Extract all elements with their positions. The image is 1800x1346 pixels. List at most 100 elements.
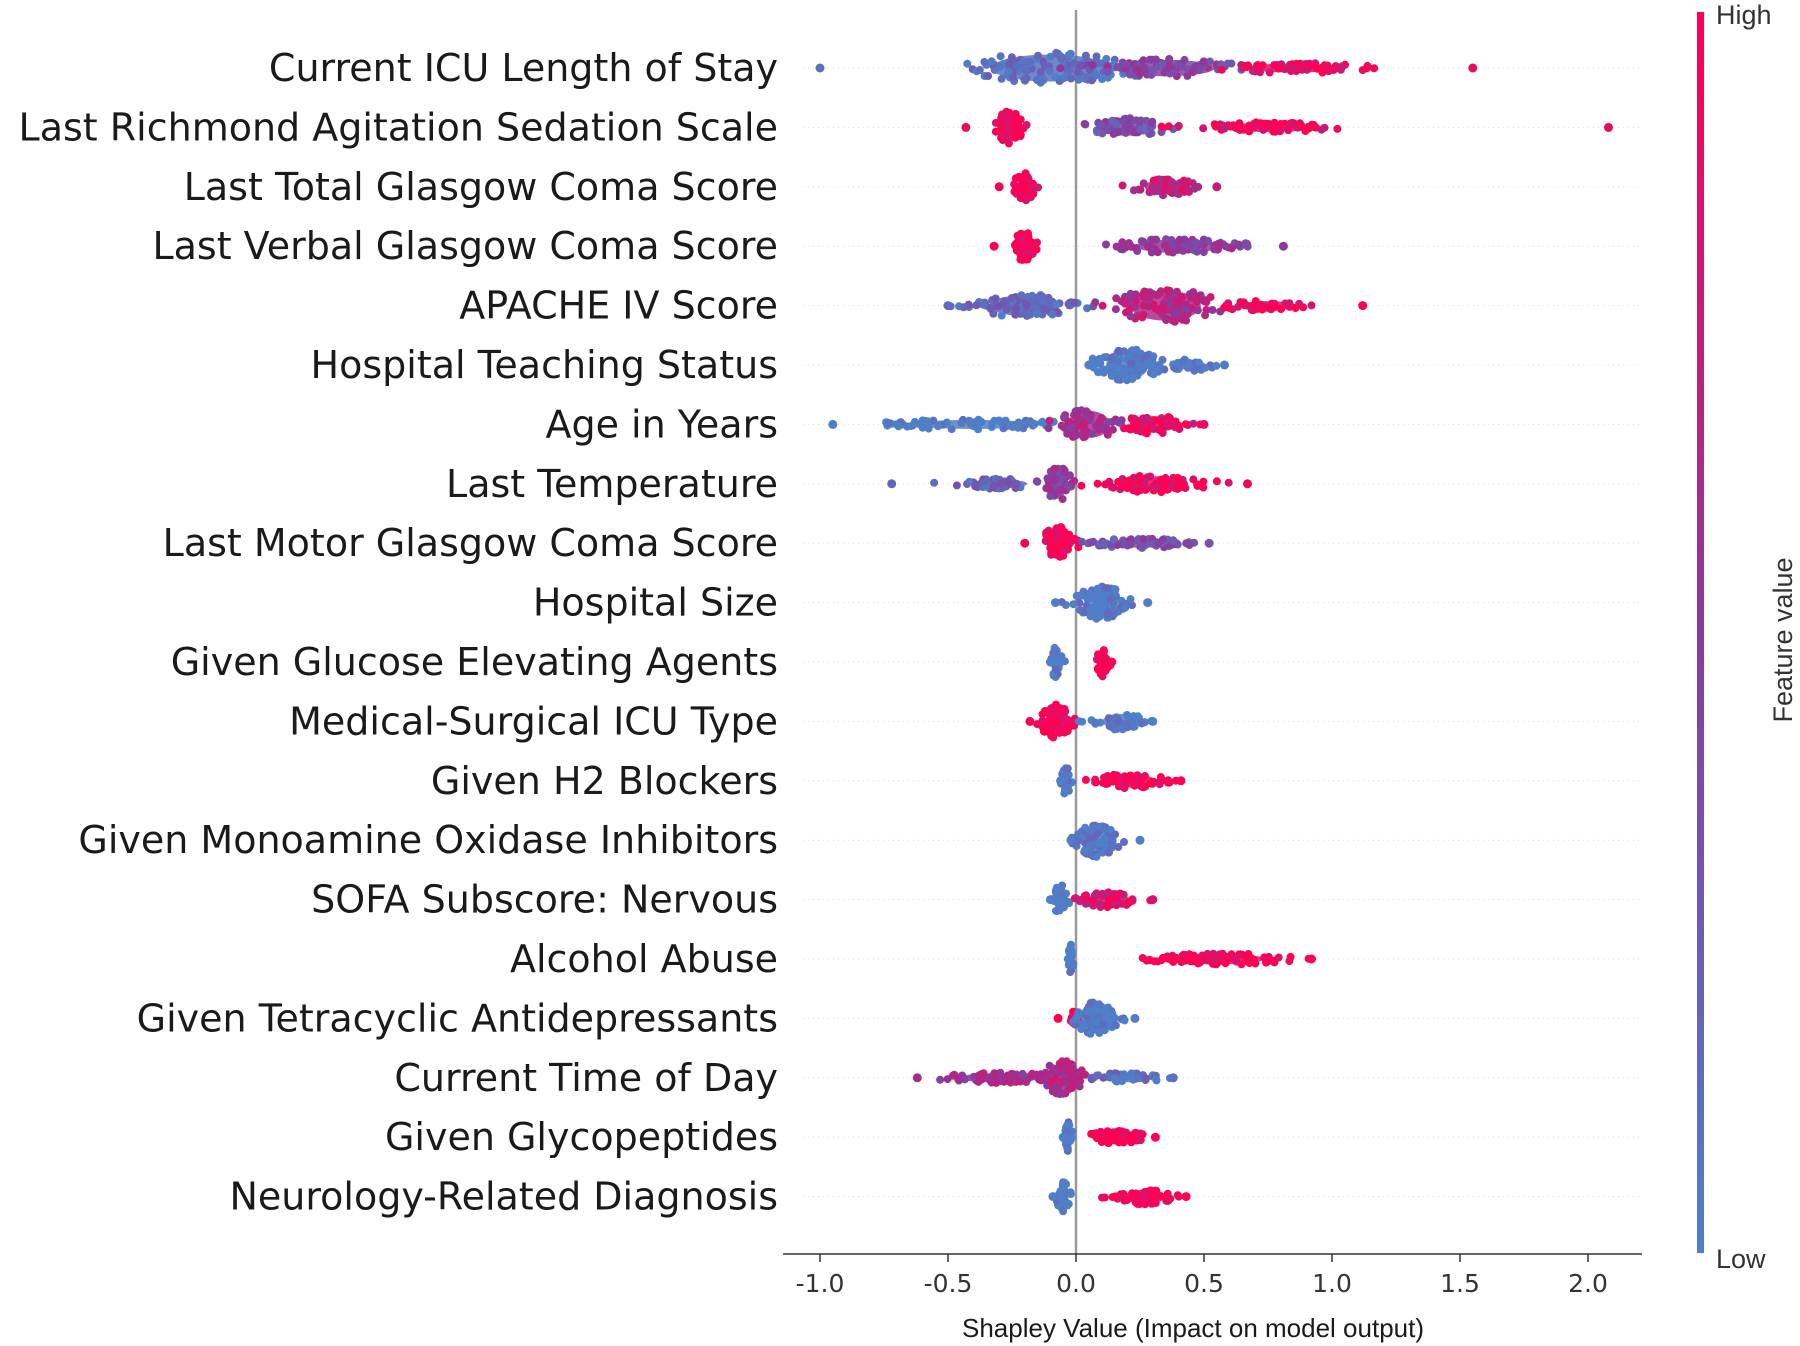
data-point: [1140, 63, 1149, 72]
extreme-point: [961, 122, 971, 132]
data-point: [1141, 290, 1150, 299]
data-point: [1048, 310, 1057, 319]
data-point: [1103, 903, 1112, 912]
data-point: [1143, 426, 1152, 435]
colorbar: [1697, 12, 1704, 1253]
data-point: [1101, 365, 1110, 374]
data-point: [1012, 304, 1021, 313]
data-point: [1087, 538, 1096, 547]
data-point: [1109, 129, 1118, 138]
extreme-point: [994, 182, 1004, 192]
data-point: [1093, 128, 1102, 137]
data-point: [1034, 183, 1043, 192]
data-point: [1084, 1007, 1092, 1016]
data-point: [1098, 1193, 1106, 1202]
extreme-point: [1143, 598, 1153, 608]
data-point: [1123, 60, 1132, 69]
data-point: [1155, 289, 1164, 298]
feature-label: Last Verbal Glasgow Coma Score: [152, 224, 778, 268]
extreme-point: [815, 63, 825, 73]
data-point: [1124, 424, 1133, 433]
data-point: [1056, 1187, 1065, 1196]
data-point: [1303, 65, 1311, 74]
feature-label: Neurology-Related Diagnosis: [230, 1175, 779, 1219]
data-point: [1014, 172, 1023, 181]
data-point: [1091, 890, 1099, 899]
data-point: [1051, 72, 1060, 81]
data-point: [1148, 418, 1157, 427]
data-point: [936, 1075, 945, 1084]
feature-label: Alcohol Abuse: [510, 937, 778, 981]
extreme-point: [1025, 716, 1035, 726]
data-point: [1277, 305, 1286, 313]
data-point: [1183, 71, 1192, 80]
data-point: [1071, 431, 1080, 440]
data-point: [1182, 305, 1191, 314]
data-point: [1037, 1076, 1045, 1085]
data-point: [986, 304, 995, 313]
data-point: [1248, 66, 1257, 75]
data-point: [1210, 955, 1219, 964]
data-point: [1189, 419, 1198, 428]
data-point: [1086, 841, 1095, 850]
data-point: [1003, 124, 1012, 133]
data-point: [996, 52, 1005, 61]
data-point: [947, 425, 956, 434]
data-point: [1152, 1075, 1161, 1084]
data-point: [1156, 1192, 1165, 1201]
data-point: [1276, 120, 1285, 128]
data-point: [1103, 430, 1112, 439]
data-point: [1129, 712, 1138, 721]
data-point: [1208, 306, 1217, 314]
feature-label: Age in Years: [545, 402, 778, 446]
data-point: [1096, 903, 1105, 911]
data-point: [1056, 64, 1065, 73]
data-point: [1064, 724, 1073, 733]
feature-label: Medical-Surgical ICU Type: [289, 699, 778, 743]
data-point: [1190, 954, 1198, 963]
data-point: [1120, 838, 1128, 846]
data-point: [1332, 63, 1340, 72]
extreme-point: [943, 301, 953, 311]
data-point: [1177, 62, 1186, 71]
data-point: [1107, 354, 1116, 363]
data-point: [1040, 304, 1049, 313]
data-point: [1086, 1029, 1095, 1038]
data-point: [1323, 61, 1332, 70]
data-point: [1114, 346, 1123, 355]
data-point: [1051, 475, 1060, 484]
extreme-point: [1150, 1132, 1160, 1142]
data-point: [1032, 477, 1041, 486]
data-point: [1178, 185, 1187, 194]
data-point: [1024, 229, 1032, 238]
data-point: [1060, 538, 1069, 547]
data-point: [1199, 58, 1208, 67]
data-point: [1081, 823, 1090, 832]
data-point: [1050, 464, 1059, 473]
data-point: [1060, 789, 1069, 798]
data-point: [1102, 1011, 1111, 1020]
data-point: [1139, 179, 1148, 188]
data-point: [1132, 777, 1141, 785]
data-point: [1249, 301, 1258, 310]
feature-label: APACHE IV Score: [459, 284, 778, 328]
data-point: [1154, 367, 1163, 376]
data-point: [1083, 304, 1092, 313]
extreme-point: [1045, 657, 1055, 667]
x-axis-title: Shapley Value (Impact on model output): [962, 1313, 1424, 1343]
data-point: [1064, 417, 1073, 426]
data-point: [1225, 303, 1234, 312]
data-point: [1096, 670, 1105, 678]
extreme-point: [1130, 1013, 1140, 1023]
data-point: [1149, 300, 1158, 309]
data-point: [1239, 125, 1248, 134]
data-point: [1074, 830, 1082, 839]
data-point: [1333, 124, 1342, 133]
extreme-point: [912, 1073, 922, 1083]
data-point: [1013, 117, 1022, 126]
feature-label: Given Tetracyclic Antidepressants: [137, 996, 778, 1040]
data-point: [1093, 584, 1102, 593]
data-point: [1148, 361, 1157, 369]
data-point: [1128, 375, 1137, 383]
data-point: [1004, 136, 1013, 145]
